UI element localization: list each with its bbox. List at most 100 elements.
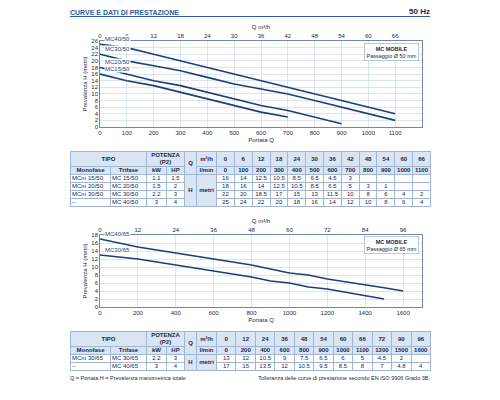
svg-text:36: 36	[210, 227, 217, 233]
svg-text:1000: 1000	[283, 310, 297, 316]
svg-text:12: 12	[150, 33, 157, 39]
svg-text:800: 800	[247, 310, 258, 316]
svg-text:0: 0	[98, 227, 102, 233]
svg-text:1400: 1400	[359, 310, 373, 316]
svg-text:900: 900	[336, 130, 347, 136]
html-text:18: 18	[275, 155, 283, 162]
svg-text:48: 48	[311, 33, 318, 39]
svg-text:48: 48	[248, 227, 255, 233]
svg-text:12: 12	[91, 84, 98, 90]
svg-text:MC15/50: MC15/50	[105, 66, 130, 72]
svg-text:400: 400	[171, 310, 182, 316]
svg-text:24: 24	[172, 227, 179, 233]
svg-text:16: 16	[91, 71, 98, 77]
svg-text:14: 14	[91, 78, 98, 84]
svg-text:1600: 1600	[396, 310, 410, 316]
svg-text:84: 84	[362, 227, 369, 233]
svg-text:10: 10	[91, 264, 98, 270]
svg-text:1200: 1200	[321, 310, 335, 316]
svg-text:18: 18	[91, 232, 98, 238]
svg-text:4: 4	[95, 288, 99, 294]
svg-text:MC20/50: MC20/50	[105, 59, 130, 65]
svg-text:1000: 1000	[362, 130, 376, 136]
html-text:54: 54	[382, 155, 390, 162]
svg-text:8: 8	[95, 272, 99, 278]
svg-text:1100: 1100	[389, 130, 403, 136]
svg-text:22: 22	[91, 51, 98, 57]
html-text:POTENZA (P2): POTENZA (P2)	[151, 152, 180, 165]
svg-text:400: 400	[202, 130, 213, 136]
html-text:42: 42	[346, 155, 354, 162]
svg-text:6: 6	[95, 280, 99, 286]
html-text:24: 24	[261, 335, 269, 342]
svg-text:2: 2	[95, 117, 99, 123]
html-text:CURVE E DATI DI PRESTAZIONE: CURVE E DATI DI PRESTAZIONE	[70, 9, 179, 16]
svg-text:18: 18	[91, 65, 98, 71]
svg-text:60: 60	[286, 227, 293, 233]
svg-text:66: 66	[392, 33, 399, 39]
svg-text:Portata Q: Portata Q	[248, 317, 274, 323]
svg-text:0: 0	[95, 304, 99, 310]
html-text:24: 24	[293, 155, 301, 162]
svg-text:Prevalenza H (metri): Prevalenza H (metri)	[82, 243, 88, 298]
svg-text:800: 800	[310, 130, 321, 136]
svg-text:MC30/50: MC30/50	[105, 46, 130, 52]
svg-text:54: 54	[338, 33, 345, 39]
html-text:50 Hz: 50 Hz	[409, 7, 430, 16]
html-text:30: 30	[311, 155, 318, 162]
svg-text:0: 0	[98, 33, 102, 39]
svg-text:Prevalenza H (metri): Prevalenza H (metri)	[82, 56, 88, 111]
svg-text:26: 26	[91, 38, 98, 44]
svg-text:0: 0	[98, 310, 102, 316]
svg-text:8: 8	[95, 98, 99, 104]
svg-text:18: 18	[177, 33, 184, 39]
svg-text:700: 700	[283, 130, 294, 136]
svg-text:Q m³/h: Q m³/h	[252, 218, 270, 224]
svg-text:500: 500	[229, 130, 240, 136]
svg-text:14: 14	[91, 248, 98, 254]
svg-text:0: 0	[95, 124, 99, 130]
svg-text:MC30/65: MC30/65	[105, 247, 130, 253]
svg-text:200: 200	[149, 130, 160, 136]
html-text:POTENZA (P2): POTENZA (P2)	[151, 332, 180, 345]
svg-text:10: 10	[91, 91, 98, 97]
html-text:60: 60	[400, 155, 408, 162]
html-text:m³/h: m³/h	[200, 335, 213, 342]
svg-text:96: 96	[400, 227, 407, 233]
html-text:66: 66	[418, 155, 425, 162]
svg-text:72: 72	[324, 227, 331, 233]
svg-text:24: 24	[204, 33, 211, 39]
svg-text:200: 200	[133, 310, 144, 316]
html-text:12: 12	[242, 335, 249, 342]
svg-text:36: 36	[258, 33, 265, 39]
svg-text:600: 600	[209, 310, 220, 316]
svg-text:42: 42	[284, 33, 291, 39]
html-text:36: 36	[329, 155, 336, 162]
svg-text:24: 24	[91, 45, 98, 51]
html-text:m³/h: m³/h	[200, 155, 213, 162]
html-text:48: 48	[364, 155, 372, 162]
svg-text:600: 600	[256, 130, 267, 136]
svg-text:2: 2	[95, 296, 99, 302]
svg-text:12: 12	[91, 256, 98, 262]
svg-text:16: 16	[91, 240, 98, 246]
svg-text:100: 100	[122, 130, 133, 136]
svg-text:20: 20	[91, 58, 98, 64]
html-text:TIPO: TIPO	[101, 155, 116, 162]
html-text:TIPO: TIPO	[101, 335, 116, 342]
svg-text:30: 30	[231, 33, 238, 39]
html-text:12: 12	[257, 155, 265, 162]
svg-text:MC40/50: MC40/50	[105, 36, 130, 42]
svg-text:4: 4	[95, 111, 99, 117]
svg-text:6: 6	[95, 104, 99, 110]
svg-text:300: 300	[175, 130, 186, 136]
svg-text:Portata Q: Portata Q	[248, 137, 274, 143]
svg-text:6: 6	[125, 33, 129, 39]
svg-text:0: 0	[98, 130, 102, 136]
svg-text:12: 12	[135, 227, 142, 233]
svg-text:MC40/65: MC40/65	[105, 231, 130, 237]
svg-text:60: 60	[365, 33, 372, 39]
svg-text:MC MOBILEPassaggio Ø 50 mm: MC MOBILEPassaggio Ø 50 mm	[367, 46, 417, 59]
svg-text:MC MOBILEPassaggio Ø 65 mm: MC MOBILEPassaggio Ø 65 mm	[367, 239, 417, 252]
svg-text:Q m³/h: Q m³/h	[252, 24, 270, 30]
